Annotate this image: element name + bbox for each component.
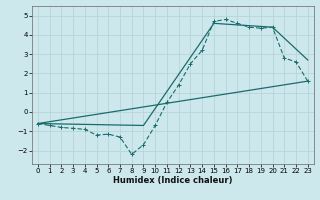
X-axis label: Humidex (Indice chaleur): Humidex (Indice chaleur)	[113, 176, 233, 185]
